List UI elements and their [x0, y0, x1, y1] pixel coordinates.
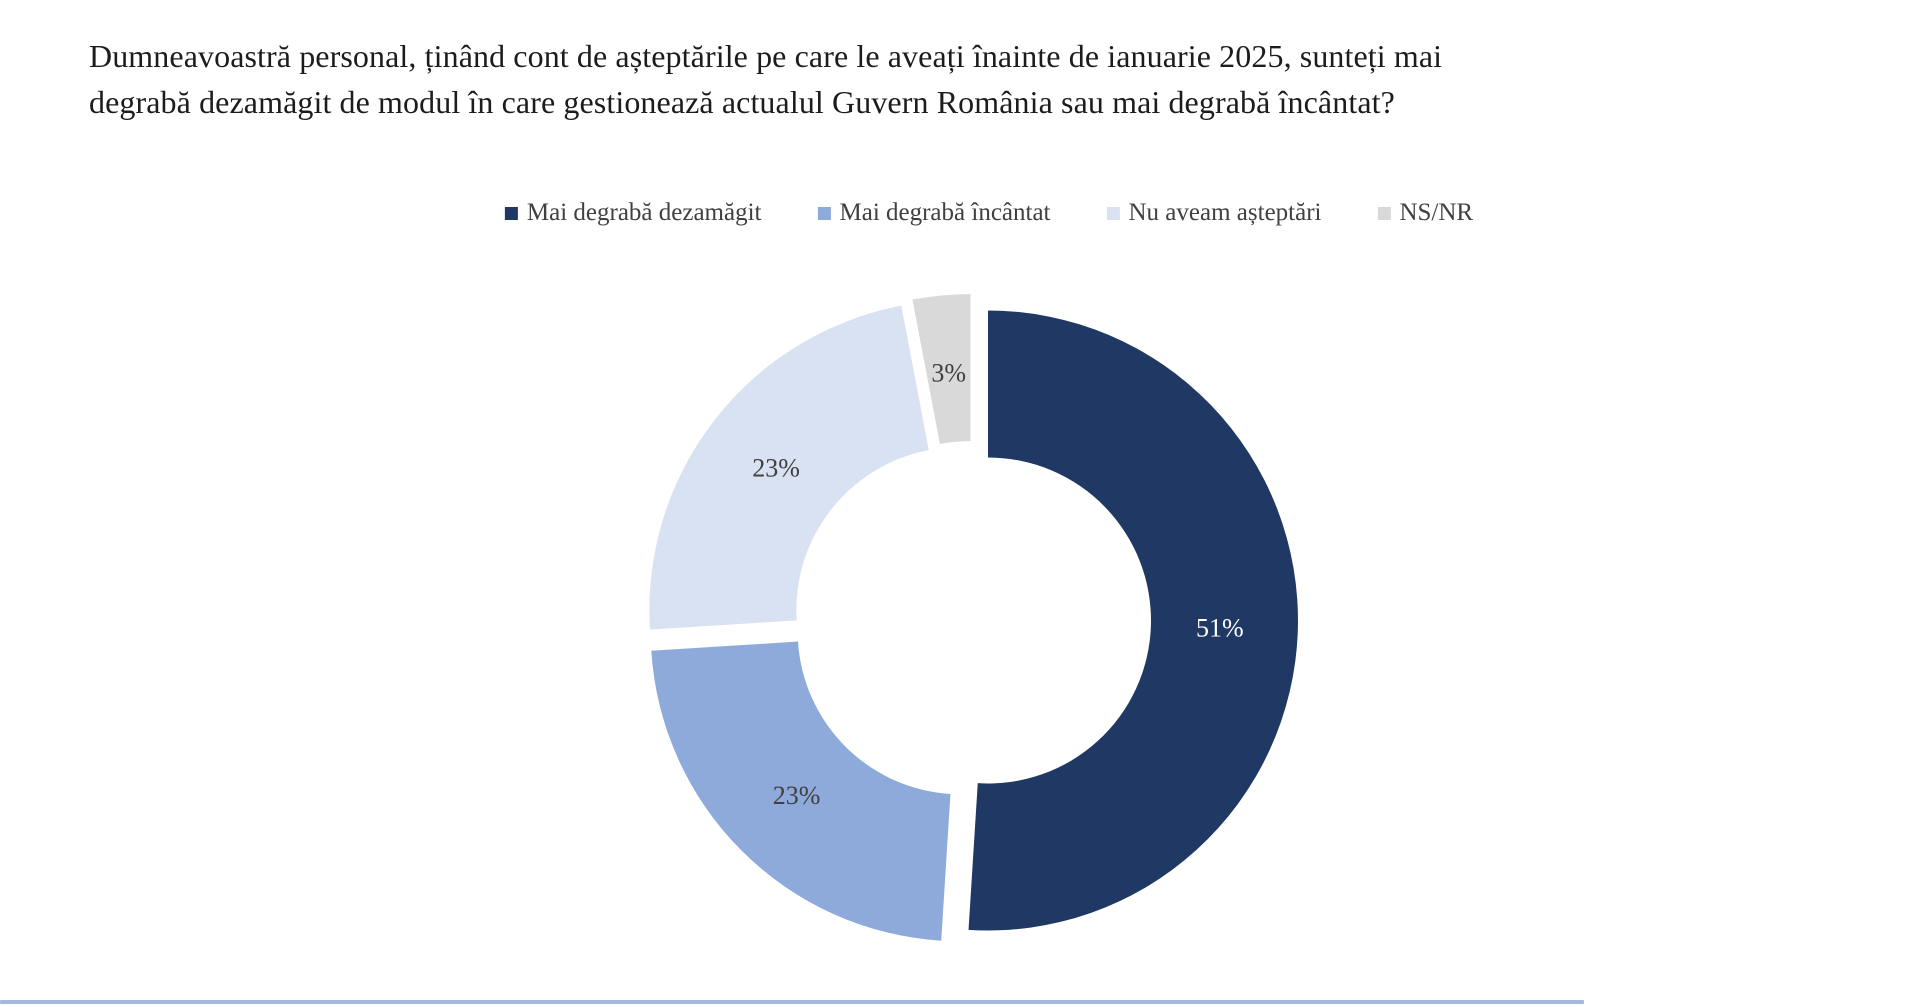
legend-item-dezamagit: Mai degrabă dezamăgit — [504, 199, 762, 227]
legend-label: Mai degrabă încântat — [839, 199, 1051, 226]
legend-label: Mai degrabă dezamăgit — [526, 199, 762, 226]
legend-swatch-icon — [1377, 206, 1391, 220]
legend-swatch-icon — [817, 206, 831, 220]
pie-slice-nu-aveam-asteptari — [649, 305, 929, 630]
legend-item-nu-aveam-asteptari: Nu aveam așteptări — [1106, 199, 1322, 227]
bottom-accent-bar — [0, 1000, 1584, 1004]
data-label-nu-aveam-asteptari: 23% — [752, 453, 800, 482]
legend-item-ns-nr: NS/NR — [1377, 199, 1473, 227]
data-label-mai-degraba-dezamagit: 51% — [1196, 613, 1244, 642]
legend-label: Nu aveam așteptări — [1128, 199, 1322, 226]
pie-slice-mai-degraba-dezamagit — [968, 310, 1298, 931]
chart-question-title: Dumneavoastră personal, ținând cont de a… — [89, 38, 1443, 120]
data-label-mai-degraba-incantat: 23% — [773, 781, 821, 810]
legend-swatch-icon — [1106, 206, 1120, 220]
pie-slice-ns-nr — [912, 294, 971, 444]
pie-slice-mai-degraba-incantat — [651, 641, 951, 941]
legend-swatch-icon — [504, 206, 518, 220]
data-label-ns-nr: 3% — [931, 359, 966, 388]
chart-legend: Mai degrabă dezamăgit Mai degrabă încânt… — [504, 199, 1473, 227]
legend-label: NS/NR — [1399, 199, 1474, 226]
legend-item-incantat: Mai degrabă încântat — [817, 199, 1051, 227]
